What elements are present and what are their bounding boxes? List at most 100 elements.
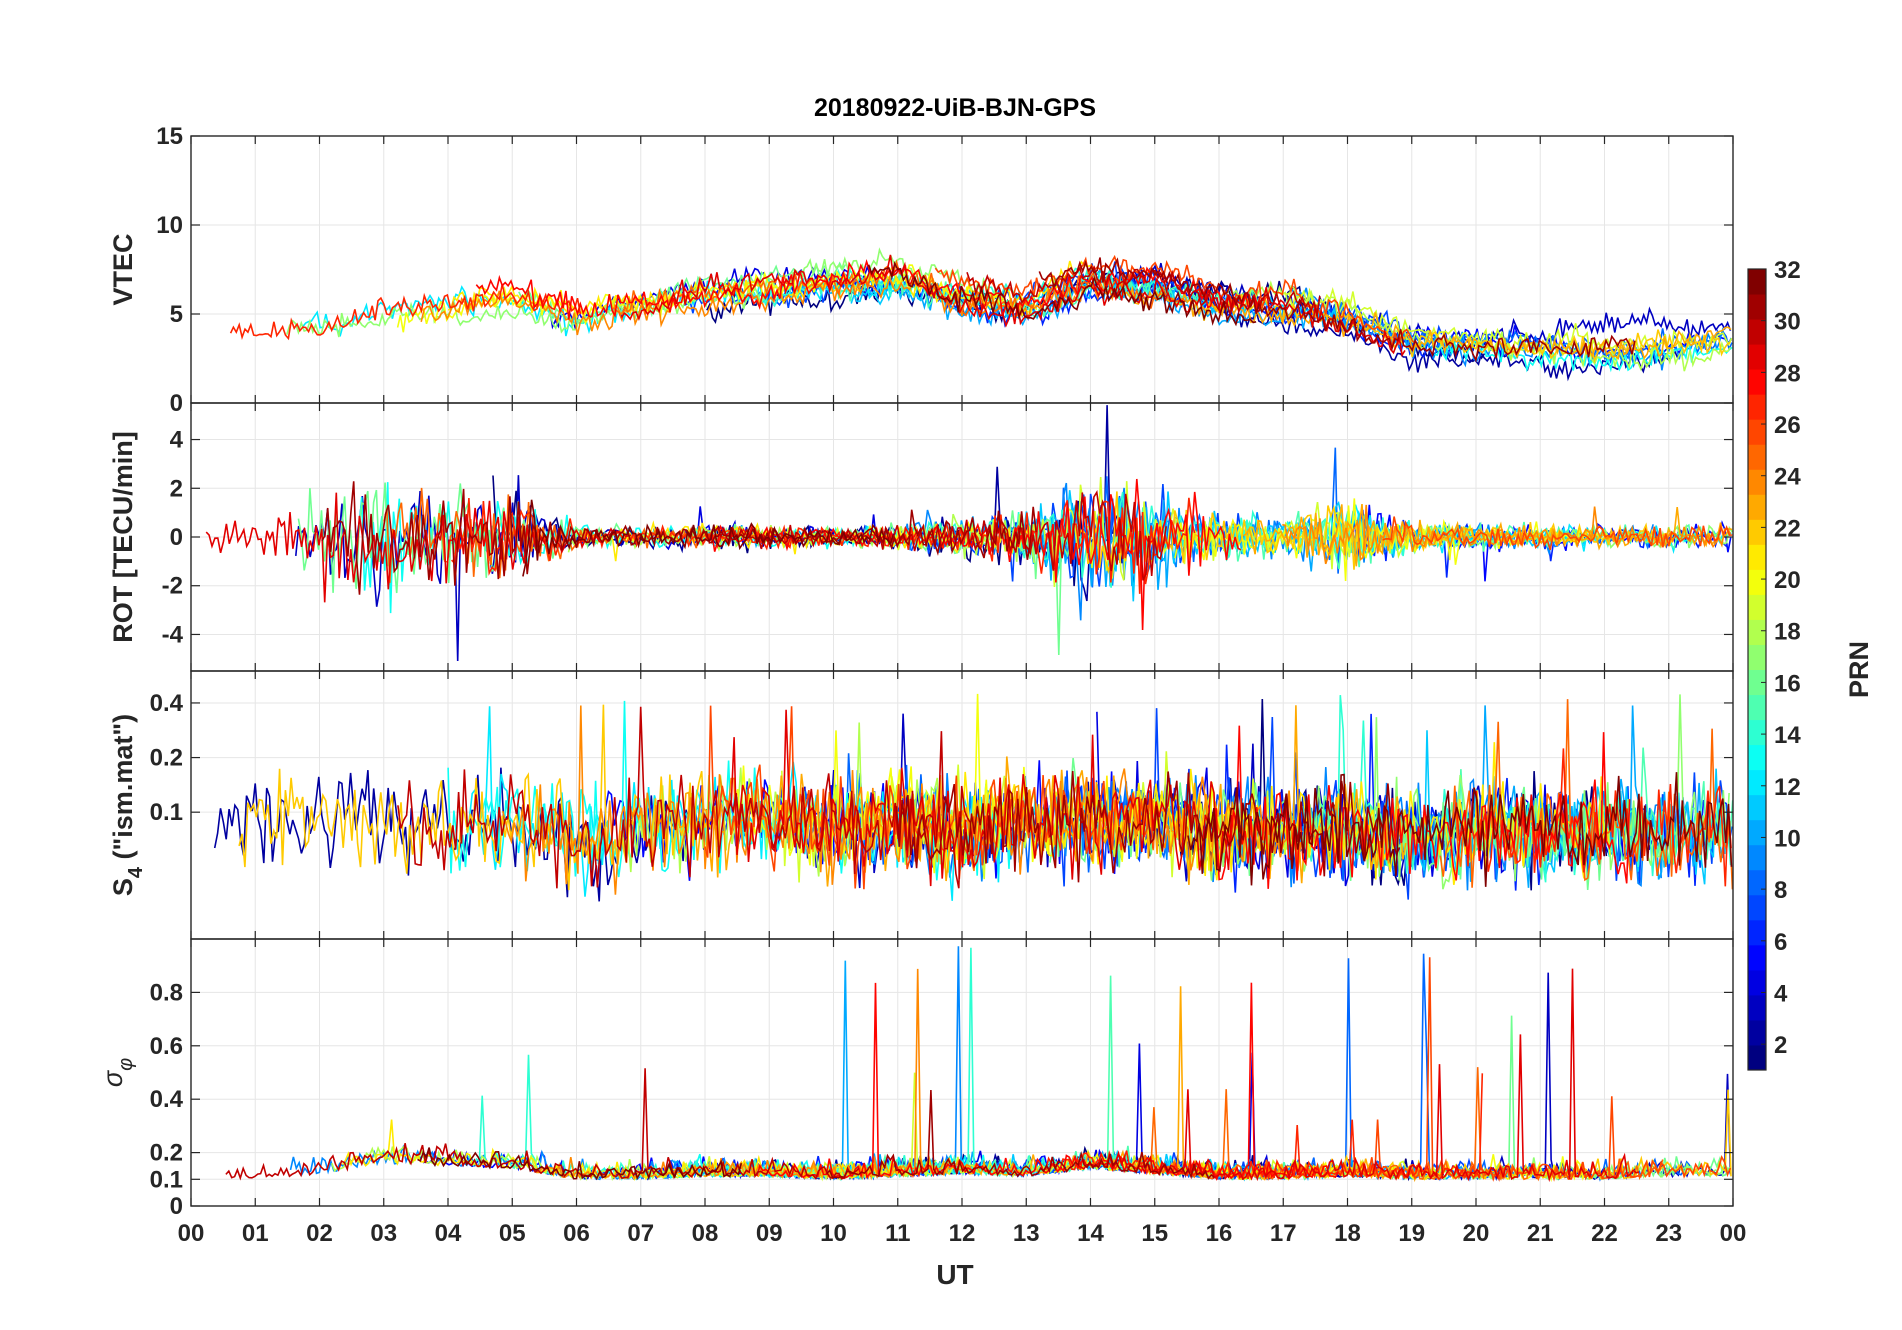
colorbar-segment xyxy=(1748,269,1766,295)
s4-y-axis-label: S4 ("ism.mat") xyxy=(108,714,147,896)
s4-y-tick-label: 0.1 xyxy=(150,799,183,826)
sigma-series-group xyxy=(225,946,1732,1183)
vtec-y-tick-label: 0 xyxy=(170,390,183,417)
colorbar-segment xyxy=(1748,794,1766,821)
colorbar-tick-label: 32 xyxy=(1774,257,1801,284)
colorbar-segment xyxy=(1748,1019,1766,1046)
panel-sigma: 00.10.2 0.4 0.6 0.8 σφ xyxy=(98,938,1734,1220)
colorbar-segment xyxy=(1748,669,1766,696)
sigma-y-tick-label: 0.8 xyxy=(150,979,183,1006)
x-tick-label: 06 xyxy=(563,1220,590,1247)
colorbar-segment xyxy=(1748,494,1766,520)
colorbar-segment xyxy=(1748,869,1766,896)
colorbar-segment xyxy=(1748,1044,1766,1071)
colorbar-segment xyxy=(1748,419,1766,445)
colorbar-segment xyxy=(1748,294,1766,320)
colorbar-segment xyxy=(1748,694,1766,721)
sigma-y-tick-label: 0.6 xyxy=(150,1033,183,1060)
sigma-y-tick-label: 0.4 xyxy=(150,1086,184,1113)
colorbar-segment xyxy=(1748,369,1766,395)
s4-series-prn-32 xyxy=(1187,772,1733,887)
sigma-y-tick-label: 0 xyxy=(170,1193,183,1220)
sigma-series-prn-26 xyxy=(1356,957,1732,1182)
x-tick-label: 10 xyxy=(820,1220,847,1247)
colorbar-tick-label: 22 xyxy=(1774,515,1801,542)
x-tick-label: 14 xyxy=(1077,1220,1104,1247)
rot-series-prn-31 xyxy=(321,481,1037,595)
rot-y-tick-label: -2 xyxy=(162,573,183,600)
panel-s4: 0.1 0.2 0.4S4 ("ism.mat") xyxy=(108,670,1734,940)
colorbar-tick-label: 10 xyxy=(1774,825,1801,852)
s4-y-tick-label: 0.2 xyxy=(150,745,183,772)
s4-series-prn-29 xyxy=(730,709,1233,887)
colorbar-tick-label: 12 xyxy=(1774,774,1801,801)
x-tick-label: 04 xyxy=(435,1220,462,1247)
rot-y-tick-label: -4 xyxy=(162,621,184,648)
s4-series-prn-25 xyxy=(1439,699,1733,890)
colorbar-segment xyxy=(1748,644,1766,670)
s4-series-prn-28 xyxy=(1212,725,1631,889)
x-tick-label: 00 xyxy=(1720,1220,1747,1247)
colorbar-tick-label: 4 xyxy=(1774,980,1788,1007)
vtec-series-prn-23 xyxy=(1117,279,1732,360)
s4-series-prn-30 xyxy=(397,706,974,889)
s4-series-group xyxy=(213,693,1733,902)
rot-series-prn-23 xyxy=(1243,504,1733,567)
colorbar-tick-label: 24 xyxy=(1774,464,1801,491)
rot-series-prn-28 xyxy=(711,478,1242,631)
sigma-series-prn-24 xyxy=(536,968,977,1181)
sigma-y-tick-label: 0.2 xyxy=(150,1140,183,1167)
colorbar-segment xyxy=(1748,319,1766,345)
colorbar-segment xyxy=(1748,769,1766,796)
x-tick-label: 20 xyxy=(1463,1220,1490,1247)
vtec-series-prn-32 xyxy=(867,260,1257,327)
colorbar-segment xyxy=(1748,944,1766,971)
rot-series-prn-26 xyxy=(1382,516,1733,551)
colorbar-segment xyxy=(1748,519,1766,545)
colorbar-segment xyxy=(1748,994,1766,1021)
sigma-series-prn-29 xyxy=(1077,968,1640,1183)
x-tick-label: 09 xyxy=(756,1220,783,1247)
x-tick-label: 12 xyxy=(949,1220,976,1247)
colorbar-tick-label: 2 xyxy=(1774,1032,1787,1059)
x-tick-label: 07 xyxy=(627,1220,654,1247)
sigma-y-axis-label: σφ xyxy=(98,1058,137,1087)
vtec-series-prn-27 xyxy=(229,283,582,341)
colorbar-frame xyxy=(1747,268,1767,1071)
colorbar-segment xyxy=(1748,894,1766,921)
vtec-y-axis-label: VTEC xyxy=(108,233,138,305)
panel-vtec: 0 5 10 15 VTEC xyxy=(108,123,1734,417)
sigma-series-prn-30 xyxy=(225,1068,860,1181)
x-tick-label: 08 xyxy=(692,1220,719,1247)
colorbar-segment xyxy=(1748,719,1766,746)
vtec-series-prn-31 xyxy=(1038,257,1636,363)
s4-y-tick-label: 0.4 xyxy=(150,690,184,717)
colorbar-segment xyxy=(1748,969,1766,996)
colorbar-segment xyxy=(1748,469,1766,495)
colorbar-tick-label: 20 xyxy=(1774,567,1801,594)
vtec-y-tick-label: 10 xyxy=(156,212,183,239)
colorbar-segment xyxy=(1748,394,1766,420)
rot-series-prn-29 xyxy=(205,492,632,603)
x-tick-label: 18 xyxy=(1334,1220,1361,1247)
colorbar-segment xyxy=(1748,919,1766,946)
s4-series-prn-24 xyxy=(501,705,1302,895)
rot-y-tick-label: 4 xyxy=(170,427,184,454)
x-tick-label: 05 xyxy=(499,1220,526,1247)
colorbar-segment xyxy=(1748,344,1766,370)
vtec-y-tick-label: 5 xyxy=(170,301,183,328)
chart-title: 20180922-UiB-BJN-GPS xyxy=(814,94,1096,122)
colorbar-tick-label: 16 xyxy=(1774,670,1801,697)
x-axis-label: UT xyxy=(936,1259,973,1290)
colorbar-tick-label: 30 xyxy=(1774,309,1801,336)
x-tick-label: 23 xyxy=(1655,1220,1682,1247)
colorbar-segment xyxy=(1748,594,1766,620)
rot-y-axis-label: ROT [TECU/min] xyxy=(108,431,138,642)
rot-y-tick-label: 0 xyxy=(170,524,183,551)
vtec-series-prn-30 xyxy=(966,265,1321,317)
colorbar-segment xyxy=(1748,544,1766,570)
vtec-series-group xyxy=(229,247,1733,382)
colorbar-segment xyxy=(1748,619,1766,645)
